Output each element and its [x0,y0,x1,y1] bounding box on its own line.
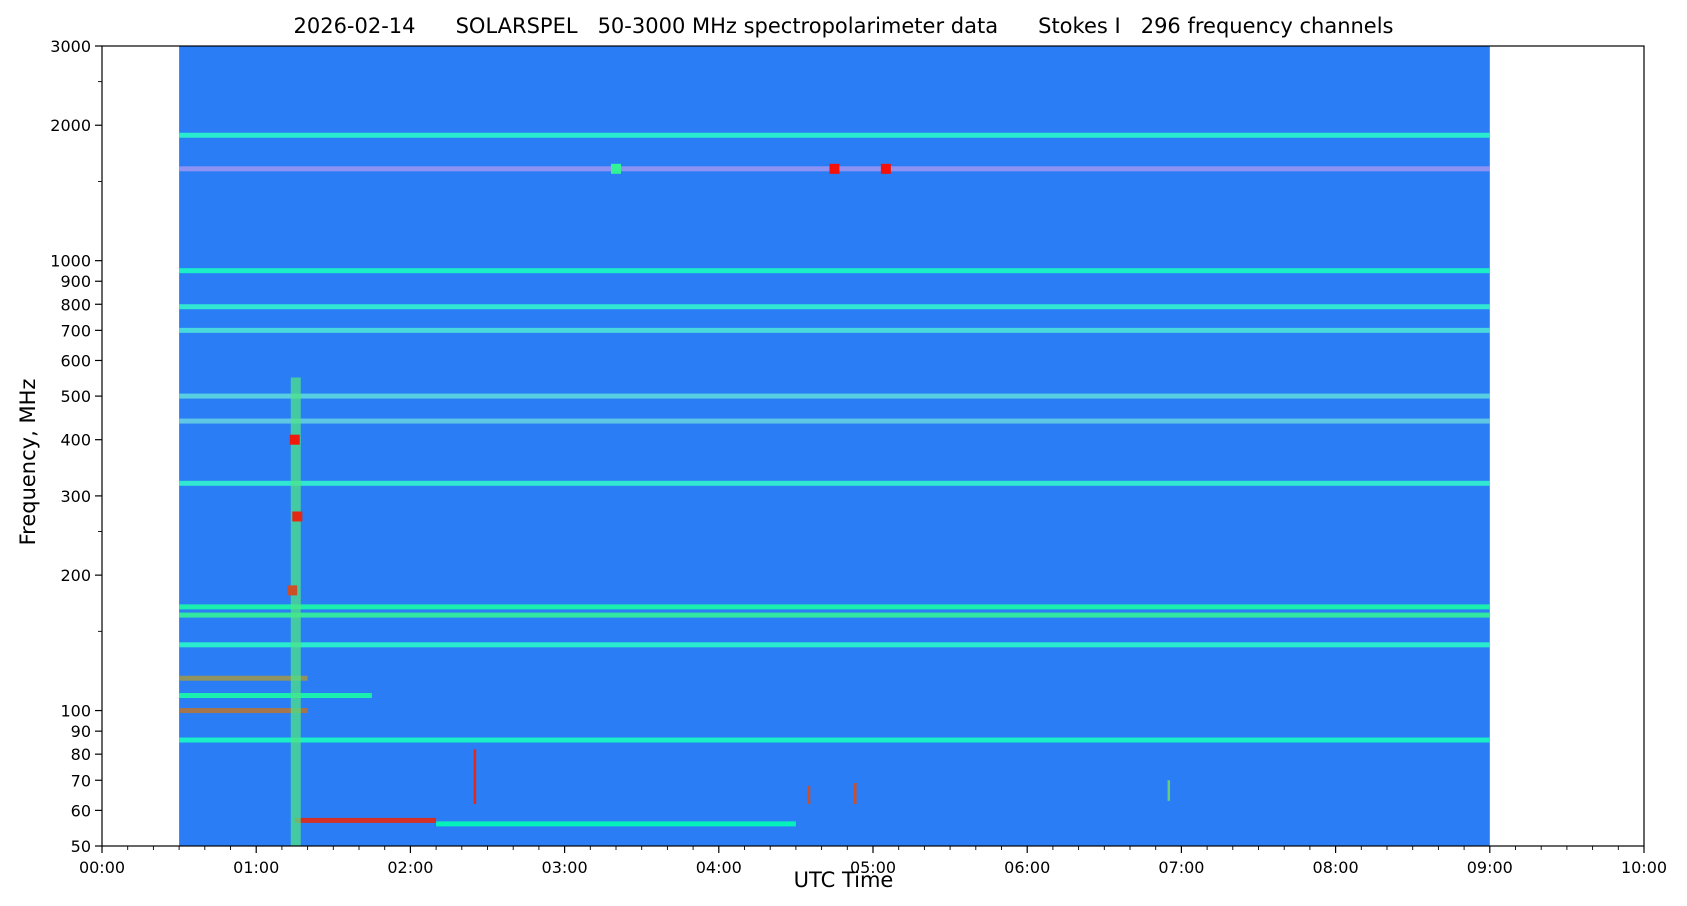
x-tick-label: 05:00 [850,858,896,877]
y-tick-label: 800 [60,295,91,314]
band-320mhz [179,480,1490,486]
y-tick-label: 3000 [50,37,91,56]
band-57mhz [294,817,437,823]
blob-23 [611,163,621,174]
band-108mhz [179,693,372,699]
y-tick-label: 2000 [50,116,91,135]
band-170mhz [179,604,1490,610]
data-background [179,46,1490,846]
x-tick-label: 06:00 [1004,858,1050,877]
band-86mhz [179,737,1490,743]
x-tick-label: 01:00 [233,858,279,877]
blob-22 [880,163,891,174]
y-tick-label: 700 [60,321,91,340]
x-tick-label: 07:00 [1158,858,1204,877]
y-tick-label: 300 [60,487,91,506]
y-tick-label: 70 [71,771,91,790]
y-tick-label: 80 [71,745,91,764]
band-100mhz [179,708,308,714]
y-tick-label: 1000 [50,252,91,271]
band-500mhz [179,393,1490,399]
x-axis-label: UTC Time [793,868,894,892]
chart-title: 2026-02-14 SOLARSPEL 50-3000 MHz spectro… [293,14,1394,38]
spectrogram-heatmap [179,46,1490,846]
spike-24 [473,749,477,804]
y-tick-label: 60 [71,801,91,820]
blob-19 [292,511,303,522]
band-1900mhz [179,132,1490,138]
band-950mhz [179,268,1490,274]
x-tick-label: 00:00 [79,858,125,877]
x-tick-label: 08:00 [1313,858,1359,877]
x-tick-label: 03:00 [542,858,588,877]
band-56mhz [436,821,796,827]
x-tick-label: 02:00 [387,858,433,877]
x-axis: 00:00 01:00 02:00 03:00 04:00 05:00 06:00 07:00… [79,846,1667,877]
band-440mhz [179,418,1490,424]
band-163mhz [179,612,1490,618]
y-tick-label: 200 [60,566,91,585]
y-tick-label: 600 [60,351,91,370]
band-118mhz [179,675,308,681]
y-tick-label: 900 [60,272,91,291]
burst-17 [290,377,301,846]
x-tick-label: 10:00 [1621,858,1667,877]
blob-20 [287,585,298,596]
y-tick-label: 50 [71,837,91,856]
y-tick-label: 500 [60,387,91,406]
blob-21 [829,163,840,174]
band-790mhz [179,304,1490,310]
y-axis-label: Frequency, MHz [16,378,40,546]
y-tick-label: 100 [60,702,91,721]
x-tick-label: 04:00 [696,858,742,877]
spike-26 [854,783,857,804]
y-tick-label: 90 [71,722,91,741]
spike-25 [807,785,811,804]
spike-27 [1167,780,1171,801]
band-140mhz [179,642,1490,648]
y-tick-label: 400 [60,431,91,450]
band-700mhz [179,327,1490,333]
blob-18 [289,434,300,445]
x-tick-label: 09:00 [1467,858,1513,877]
